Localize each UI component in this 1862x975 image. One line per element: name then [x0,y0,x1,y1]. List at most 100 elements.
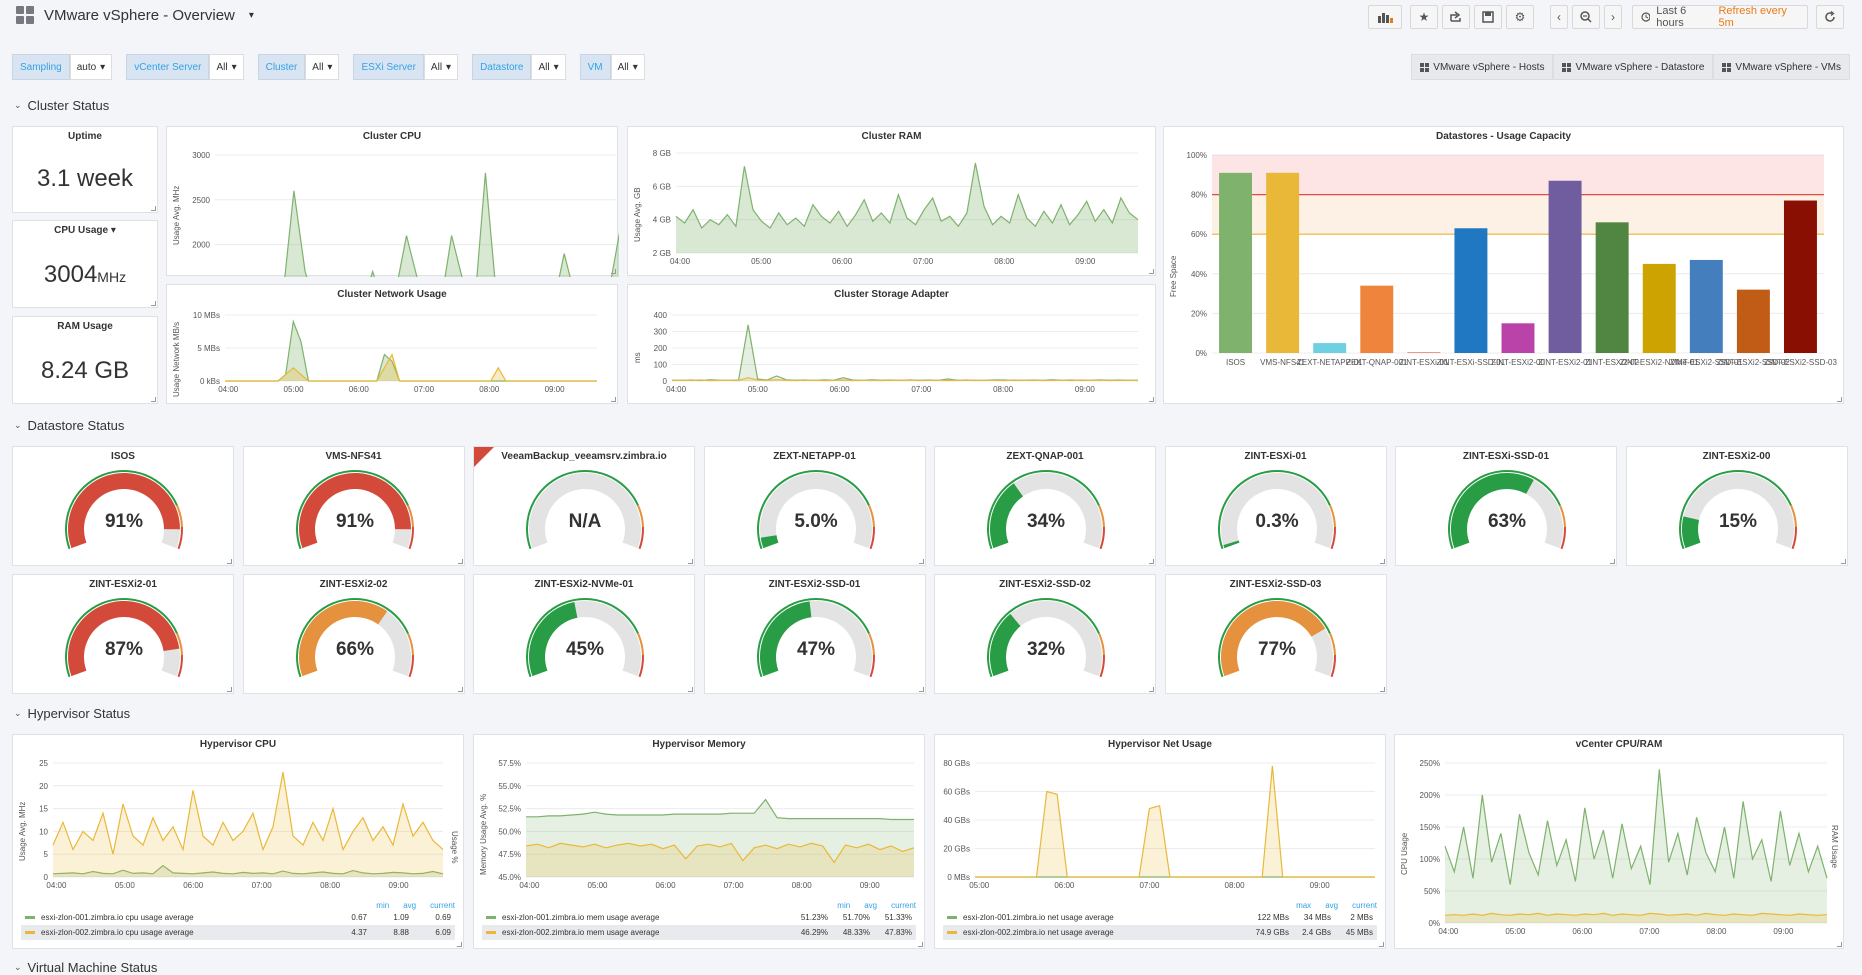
vcenter-panel: vCenter CPU/RAM CPU Usage RAM Usage 250%… [1394,734,1844,949]
panel-title: ZINT-ESXi2-SSD-01 [768,579,861,590]
cluster-storage-chart: 400 300 200 100 004:00 05:00 06:00 07:00 08:00 09… [654,311,1139,394]
series-line [284,172,619,277]
time-range-picker[interactable]: Last 6 hours Refresh every 5m [1632,5,1808,29]
save-button[interactable] [1474,5,1502,29]
vcenter-chart: 250% 200% 150% 100% 50% 0%04:00 05:00 06:00 07:0… [1420,759,1828,936]
legend-row[interactable]: esxi-zlon-001.zimbra.io net usage averag… [943,910,1377,925]
gauge-panel: ZINT-ESXi2-02 66% [242,574,465,694]
legend-row[interactable]: esxi-zlon-001.zimbra.io mem usage averag… [482,910,916,925]
cpu-usage-panel: CPU Usage ▾ 3004MHz [12,220,158,308]
row-datastore-status[interactable]: ⌄ Datastore Status [14,418,125,433]
y-tick-label: 40 GBs [943,816,970,825]
time-forward-button[interactable]: › [1604,5,1622,29]
gauge-threshold-red [869,526,875,550]
legend-row[interactable]: esxi-zlon-002.zimbra.io cpu usage averag… [21,925,455,940]
panel-title: ZINT-ESXi-SSD-01 [1462,451,1550,462]
gauge-value: 91% [335,511,373,532]
y-tick-label: 52.5% [498,805,521,814]
panel-title: Uptime [68,131,102,142]
dashboard-title-text: VMware vSphere - Overview [44,6,235,24]
row-cluster-status[interactable]: ⌄ Cluster Status [14,98,110,113]
link-hosts[interactable]: VMware vSphere - Hosts [1411,54,1554,80]
panel-title[interactable]: CPU Usage ▾ [54,225,116,236]
x-tick-label: 04:00 [46,881,67,890]
cluster-cpu-panel: Cluster CPU Usage Avg. MHz 3000250020001… [166,126,619,277]
y-tick-label: 57.5% [498,759,521,768]
star-button[interactable]: ★ [1410,5,1438,29]
x-tick-label: 06:00 [830,385,851,394]
series-area [1445,769,1827,923]
row-hypervisor-status[interactable]: ⌄ Hypervisor Status [14,706,131,721]
x-tick-label: 07:00 [724,881,745,890]
gauge: 32% [987,597,1105,678]
hypervisor-cpu-legend: min avg current esxi-zlon-001.zimbra.io cp… [21,901,455,940]
x-tick-label: VMS-NFS41 [1260,358,1305,367]
variable-select[interactable]: All ▾ [305,54,340,80]
row-vm-status[interactable]: ⌄ Virtual Machine Status [14,960,158,975]
series-area [975,765,1375,877]
gauge-threshold-red [1560,526,1566,550]
time-back-button[interactable]: ‹ [1550,5,1568,29]
variable-label: vCenter Server [126,54,210,80]
legend-row[interactable]: esxi-zlon-002.zimbra.io net usage averag… [943,925,1377,940]
link-vms[interactable]: VMware vSphere - VMs [1713,54,1850,80]
dashboard-icon [1722,62,1732,72]
x-tick-label: ZINT-ESXi-01 [1399,358,1449,367]
gauge-fill [760,535,778,549]
bar [1689,259,1723,353]
y-tick-label: 0 MBs [947,873,970,882]
x-tick-label: 08:00 [994,257,1015,266]
share-button[interactable] [1442,5,1470,29]
variable-select[interactable]: All ▾ [423,54,459,80]
variable-select[interactable]: All ▾ [531,54,566,80]
panel-title: RAM Usage [57,321,113,332]
legend-col-max: max [1296,901,1312,910]
gauge-panel: ZINT-ESXi-SSD-01 63% [1395,446,1617,566]
zoom-out-button[interactable] [1572,5,1600,29]
x-tick-label: ZINT-ESXi2-SSD-01 [1670,358,1743,367]
x-tick-label: 05:00 [751,257,772,266]
chevron-right-icon: › [1611,10,1615,24]
caret-icon: ▾ [231,61,237,73]
gauge-threshold-orange [637,505,644,528]
legend-row[interactable]: esxi-zlon-002.zimbra.io mem usage averag… [482,925,916,940]
variable-select[interactable]: All ▾ [209,54,244,80]
settings-button[interactable]: ⚙ [1506,5,1534,29]
panel-title: Cluster Network Usage [337,289,447,300]
y-tick-label: 2500 [192,196,210,205]
time-range-label: Last 6 hours [1656,5,1687,29]
bar [1595,222,1629,353]
refresh-button[interactable] [1816,5,1844,29]
gauge-threshold-red [408,526,414,550]
gauge-track [529,473,641,549]
chevron-down-icon: ⌄ [14,420,22,430]
legend-col-avg: avg [1325,901,1339,910]
add-panel-button[interactable] [1368,5,1402,29]
x-tick-label: 05:00 [1505,927,1526,936]
gauge: 66% [295,597,414,678]
variable-label: Datastore [472,54,532,80]
variable-select[interactable]: All ▾ [610,54,645,80]
gauge-panel: ZINT-ESXi2-NVMe-01 45% [473,574,695,694]
chevron-down-icon: ▾ [248,9,254,21]
gauge-threshold-orange [1328,633,1336,656]
gauge-fill [1681,516,1700,549]
gauge: 91% [64,469,184,550]
link-datastore[interactable]: VMware vSphere - Datastore [1553,54,1714,80]
gauge-panel: ZINT-ESXi2-SSD-02 32% [934,574,1156,694]
gauge-fill [1220,600,1325,677]
y-tick-label: 100 [654,361,668,370]
panel-title: vCenter CPU/RAM [1575,739,1663,750]
gauge-value: 66% [335,639,373,660]
panel-title: ZINT-ESXi2-NVMe-01 [534,579,634,590]
bar [1360,285,1394,353]
hypervisor-net-legend: max avg current esxi-zlon-001.zimbra.io ne… [943,901,1377,940]
x-tick-label: ZEXT-QNAP-001 [1346,358,1408,367]
x-tick-label: 04:00 [1438,927,1459,936]
dashboard-title[interactable]: VMware vSphere - Overview ▾ [16,6,254,24]
legend-row[interactable]: esxi-zlon-001.zimbra.io cpu usage averag… [21,910,455,925]
gauge-threshold-orange [867,505,875,528]
variable-select[interactable]: auto ▾ [69,54,113,80]
x-tick-label: 05:00 [115,881,136,890]
